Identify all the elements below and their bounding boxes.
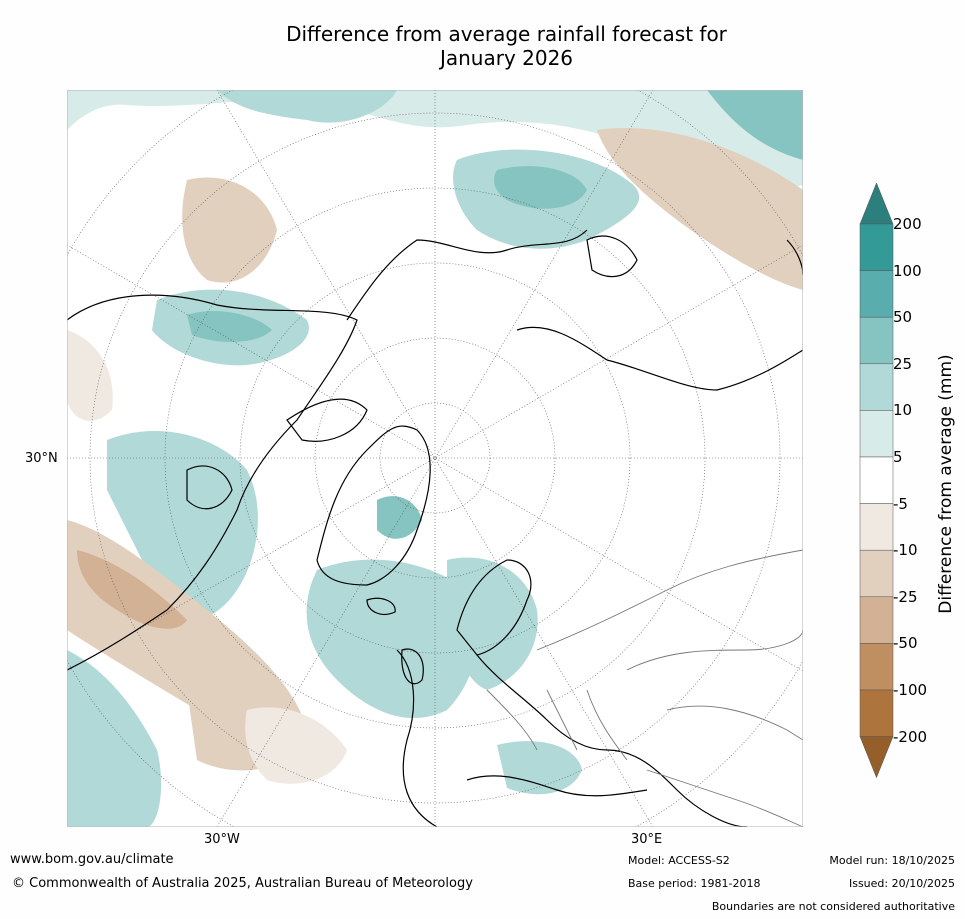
colorbar-extend-bottom [859, 736, 894, 779]
colorbar-tick-label: 25 [893, 354, 913, 373]
dry-region-west-pacific-edge [67, 330, 113, 421]
colorbar-block [859, 410, 894, 458]
latitude-label-30n: 30°N [25, 451, 58, 466]
border-russia-south [626, 629, 803, 671]
wet-region-alaska-core [187, 310, 272, 342]
colorbar-extend-top [859, 182, 894, 225]
latitude-circle-50n [164, 187, 706, 729]
title-line-2: January 2026 [439, 46, 574, 70]
wet-region-greenland-sea [377, 496, 422, 539]
colorbar-tick-label: 100 [893, 261, 922, 280]
dry-region-north-pacific-west [182, 177, 277, 283]
colorbar-tick-label: 50 [893, 308, 913, 327]
coast-iceland [366, 597, 396, 615]
colorbar-block [859, 689, 894, 737]
footer-disclaimer: Boundaries are not considered authoritat… [711, 900, 955, 913]
coast-kamchatka [586, 235, 638, 278]
latitude-circle-40n [89, 112, 781, 804]
colorbar-block [859, 596, 894, 644]
wet-region-north-pacific [67, 90, 803, 191]
meridian-60e [67, 244, 803, 672]
border-europe-3 [586, 689, 628, 761]
footer-website[interactable]: www.bom.gov.au/climate [10, 852, 174, 867]
coast-siberia [516, 326, 803, 391]
coast-north-america [67, 294, 358, 671]
meridian-60w [67, 244, 803, 672]
coast-japan [786, 239, 803, 276]
longitude-label-30e: 30°E [631, 832, 663, 847]
wet-region-mediterranean [497, 741, 582, 795]
colorbar-block [859, 503, 894, 551]
wet-anomaly-regions [67, 90, 803, 827]
coast-mediterranean [466, 775, 648, 797]
colorbar-block [859, 456, 894, 504]
coast-british-isles [401, 648, 424, 685]
colorbar-title: Difference from average (mm) [936, 354, 956, 614]
footer-issued: Issued: 20/10/2025 [848, 877, 955, 890]
colorbar-tick-label: -10 [893, 541, 918, 560]
map-title: Difference from average rainfall forecas… [200, 22, 813, 70]
wet-region-north-pacific-core [217, 90, 397, 123]
dry-region-central-atlantic [245, 707, 347, 784]
colorbar [859, 182, 894, 779]
map-frame [67, 90, 803, 827]
wet-region-canada [107, 431, 258, 621]
dry-region-eastern-pacific-core [77, 550, 187, 629]
colorbar-tick-label: -200 [893, 727, 928, 746]
border-europe-2 [546, 689, 578, 751]
footer-copyright: © Commonwealth of Australia 2025, Austra… [12, 876, 473, 891]
colorbar-tick-label: -25 [893, 587, 918, 606]
longitude-label-30w: 30°W [204, 832, 240, 847]
coast-canada-archipelago [286, 398, 368, 442]
coastlines [67, 229, 803, 827]
colorbar-block [859, 363, 894, 411]
footer-model-run: Model run: 18/10/2025 [829, 854, 955, 867]
colorbar-block [859, 270, 894, 318]
wet-region-north-pacific-east [707, 90, 803, 160]
colorbar-tick-label: -5 [893, 494, 908, 513]
colorbar-tick-label: 5 [893, 448, 903, 466]
country-borders [486, 549, 803, 827]
border-kazakhstan [666, 705, 803, 741]
coast-europe [396, 649, 748, 827]
colorbar-block [859, 316, 894, 365]
colorbar-tick-label: 10 [893, 401, 913, 420]
colorbar-tick-label: -50 [893, 634, 918, 653]
latitude-circle-70n [314, 337, 556, 579]
rainfall-anomaly-map [67, 90, 803, 827]
dry-region-siberia-pacific [597, 128, 803, 290]
wet-region-bering-core [494, 166, 587, 209]
coast-alaska-siberia [346, 229, 588, 321]
coast-greenland [316, 425, 431, 586]
colorbar-block [859, 223, 894, 271]
coast-scandinavia [456, 559, 532, 656]
border-middle-east [646, 769, 803, 827]
colorbar-block [859, 549, 894, 598]
colorbar-tick-label: -100 [893, 681, 928, 699]
colorbar-tick-label: 200 [893, 215, 922, 233]
dry-anomaly-regions [67, 128, 803, 784]
border-russia-west [536, 549, 803, 651]
wet-region-south-pacific [67, 650, 162, 827]
colorbar-blocks [859, 182, 894, 779]
footer-model: Model: ACCESS-S2 [628, 854, 730, 867]
graticule [67, 90, 803, 827]
colorbar-block [859, 643, 894, 691]
footer-base-period: Base period: 1981-2018 [628, 877, 761, 890]
title-line-1: Difference from average rainfall forecas… [286, 22, 727, 46]
wet-region-norway [447, 557, 538, 690]
coast-hudson-bay [186, 465, 233, 510]
latitude-circle-60n [239, 262, 631, 654]
border-europe-1 [486, 689, 538, 751]
